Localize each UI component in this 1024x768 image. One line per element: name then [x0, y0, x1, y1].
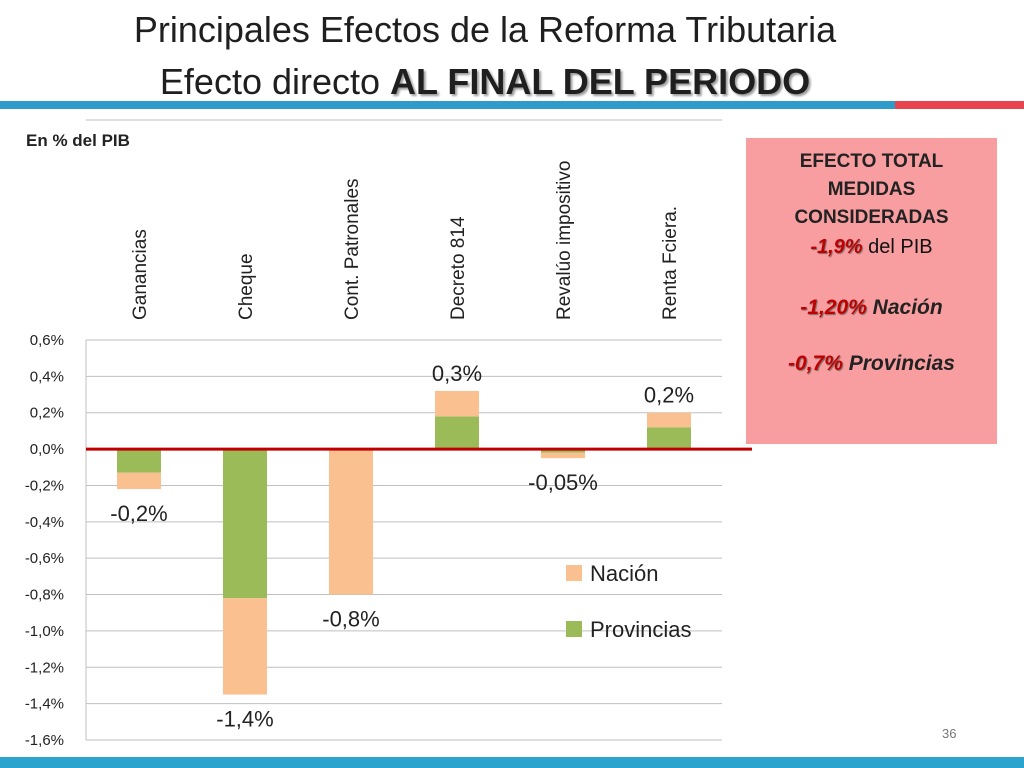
total-effect-suffix: del PIB [862, 236, 933, 258]
data-labels: -0,2% -1,4% -0,8% 0,3% -0,05% 0,2% [110, 361, 694, 732]
y-tick-label: -1,6% [25, 732, 64, 749]
y-tick-label: 0,6% [30, 332, 64, 349]
box-header-line2: MEDIDAS [827, 179, 916, 200]
total-effect-box: EFECTO TOTAL MEDIDAS CONSIDERADAS -1,9% … [746, 138, 997, 444]
slide-title: Principales Efectos de la Reforma Tribut… [133, 9, 837, 50]
data-label: -1,4% [216, 707, 273, 732]
y-tick-label: -0,8% [25, 587, 64, 604]
y-tick-label: -0,2% [25, 477, 64, 494]
data-label: -0,8% [322, 607, 379, 632]
y-axis-ticks: 0,6% 0,4% 0,2% 0,0% -0,2% -0,4% -0,6% -0,8% -1,0… [25, 332, 64, 749]
y-tick-label: -1,2% [25, 659, 64, 676]
subtitle-bold: AL FINAL DEL PERIODO [390, 61, 811, 102]
bar-provincias-5 [647, 427, 691, 450]
bar-provincias-3 [435, 416, 479, 450]
slide-subtitle: Efecto directo AL FINAL DEL PERIODO [0, 62, 970, 102]
provincias-effect-line: -0,7% Provincias [746, 351, 997, 377]
bar-provincias-1 [223, 449, 267, 599]
data-label: 0,3% [432, 361, 482, 386]
data-label: -0,2% [110, 501, 167, 526]
box-header-line1: EFECTO TOTAL [799, 151, 944, 172]
nacion-effect-line: -1,20% Nación [746, 295, 997, 321]
legend-label: Nación [590, 561, 658, 586]
bar-nacin-3 [435, 390, 479, 417]
bar-nacin-5 [647, 412, 691, 428]
y-tick-label: 0,0% [30, 441, 64, 458]
legend-swatch [566, 621, 582, 637]
category-label: Revalúo impositivo [554, 161, 575, 320]
total-effect-value: -1,9% [810, 236, 863, 258]
legend-label: Provincias [590, 617, 691, 642]
bars [86, 390, 752, 695]
bar-nacin-1 [223, 598, 267, 695]
top-rule-blue [0, 101, 895, 109]
legend: Nación Provincias [566, 561, 691, 642]
y-tick-label: -1,0% [25, 623, 64, 640]
category-label: Decreto 814 [448, 216, 469, 320]
top-rule-red [895, 101, 1024, 109]
bottom-rule [0, 757, 1024, 768]
y-tick-label: -0,6% [25, 550, 64, 567]
gridlines [85, 119, 722, 741]
provincias-effect-value: -0,7% [788, 352, 843, 375]
bar-nacin-2 [329, 449, 373, 595]
unit-label: En % del PIB [26, 131, 130, 150]
data-label: 0,2% [644, 383, 694, 408]
bar-nacin-4 [541, 452, 585, 459]
stacked-bar-chart: 0,6% 0,4% 0,2% 0,0% -0,2% -0,4% -0,6% -0,8% -1,0… [25, 119, 752, 749]
category-label: Ganancias [130, 229, 151, 320]
nacion-effect-label: Nación [866, 296, 943, 319]
total-effect-line: -1,9% del PIB [746, 234, 997, 260]
legend-swatch [566, 565, 582, 581]
nacion-effect-value: -1,20% [800, 296, 867, 319]
bar-provincias-4 [541, 449, 585, 453]
y-tick-label: 0,4% [30, 368, 64, 385]
category-label: Cheque [236, 253, 257, 320]
bar-provincias-0 [117, 449, 161, 473]
category-label: Cont. Patronales [342, 178, 363, 320]
y-tick-label: 0,2% [30, 405, 64, 422]
y-tick-label: -1,4% [25, 696, 64, 713]
category-label: Renta Fciera. [660, 206, 681, 320]
provincias-effect-label: Provincias [842, 352, 955, 375]
category-labels: Ganancias Cheque Cont. Patronales Decreto 8… [130, 161, 681, 320]
subtitle-plain: Efecto directo [159, 61, 391, 102]
box-header-line3: CONSIDERADAS [794, 207, 949, 228]
bar-nacin-0 [117, 472, 161, 490]
page-number: 36 [942, 726, 957, 741]
data-label: -0,05% [528, 470, 598, 495]
y-tick-label: -0,4% [25, 514, 64, 531]
